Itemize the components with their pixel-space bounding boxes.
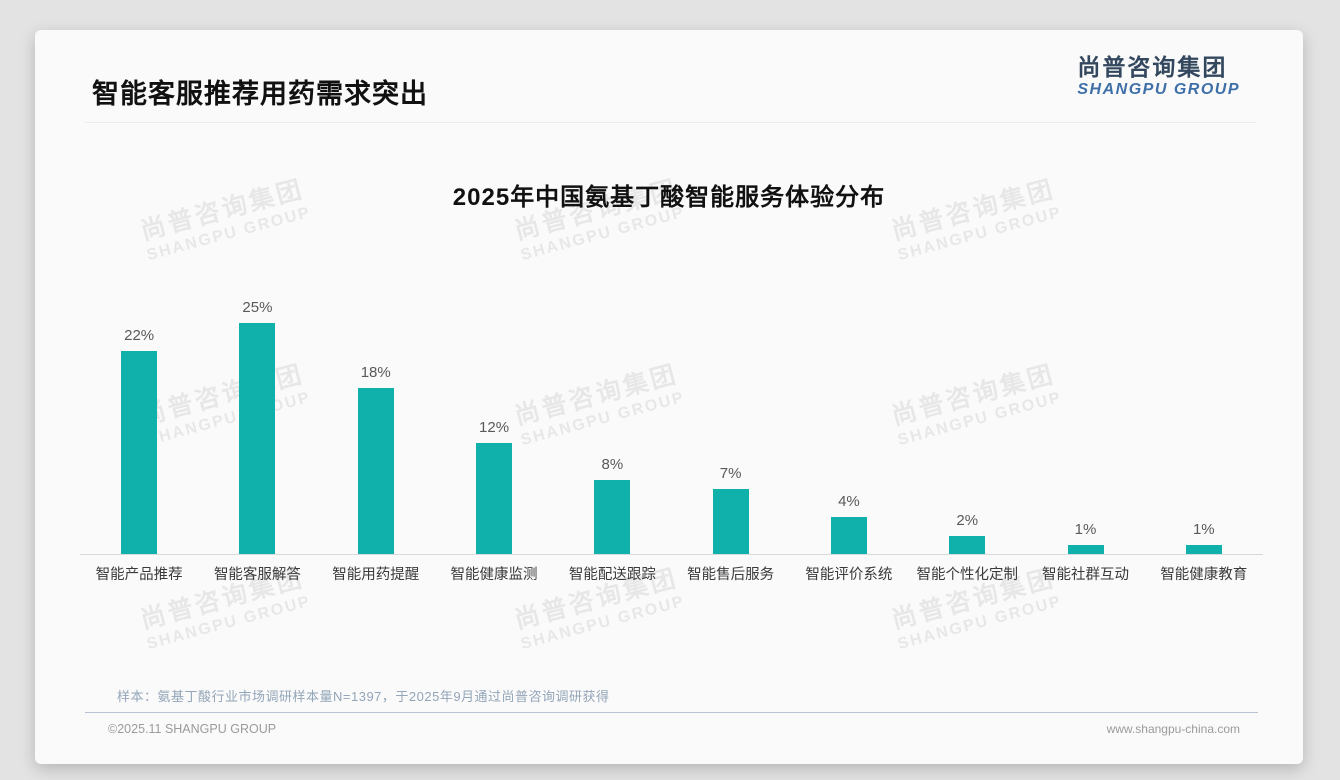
header-divider bbox=[85, 122, 1257, 123]
page-title: 智能客服推荐用药需求突出 bbox=[92, 79, 428, 109]
bar-cell: 4% bbox=[790, 270, 908, 554]
bar bbox=[357, 388, 394, 554]
company-logo: 尚普咨询集团 SHANGPU GROUP bbox=[1077, 54, 1240, 100]
bar bbox=[476, 443, 513, 554]
bar-value-label: 18% bbox=[360, 364, 391, 381]
bar bbox=[830, 517, 867, 554]
category-label: 智能健康教育 bbox=[1160, 567, 1248, 583]
bar-cell: 8% bbox=[553, 270, 671, 554]
logo-english-text: SHANGPU GROUP bbox=[1077, 81, 1240, 99]
bar bbox=[121, 351, 158, 554]
bar-value-label: 8% bbox=[601, 456, 624, 473]
bar-value-label: 25% bbox=[242, 299, 273, 316]
bar-cell: 7% bbox=[671, 270, 789, 554]
bar-chart-plot-area: 22% 25% 18% 12% 8% 7% 4% 2% 1% 1% bbox=[80, 270, 1263, 555]
bar-value-label: 12% bbox=[479, 419, 510, 436]
category-label: 智能用药提醒 bbox=[332, 567, 420, 583]
bar bbox=[712, 489, 749, 554]
chart-title: 2025年中国氨基丁酸智能服务体验分布 bbox=[452, 184, 886, 211]
bar-value-label: 1% bbox=[1192, 521, 1215, 538]
bar-value-label: 4% bbox=[838, 493, 860, 510]
bar-cell: 2% bbox=[908, 270, 1026, 554]
slide-card: 尚普咨询集团 SHANGPU GROUP 尚普咨询集团 SHANGPU GROUP 尚普… bbox=[35, 30, 1303, 764]
watermark-english-text: SHANGPU GROUP bbox=[518, 592, 687, 654]
copyright-text: ©2025.11 SHANGPU GROUP bbox=[108, 722, 277, 736]
category-label: 智能产品推荐 bbox=[95, 567, 183, 583]
bar-value-label: 7% bbox=[719, 465, 742, 482]
category-label: 智能评价系统 bbox=[805, 567, 893, 583]
bar bbox=[1185, 545, 1222, 554]
category-axis: 智能产品推荐 智能客服解答 智能用药提醒 智能健康监测 智能配送跟踪 智能售后服务 智能评价… bbox=[80, 563, 1263, 584]
category-label: 智能客服解答 bbox=[213, 567, 301, 583]
bar-value-label: 22% bbox=[124, 327, 155, 344]
category-label: 智能健康监测 bbox=[450, 567, 538, 583]
website-url: www.shangpu-china.com bbox=[1106, 722, 1240, 736]
category-label: 智能配送跟踪 bbox=[568, 567, 656, 583]
bar-cell: 1% bbox=[1026, 270, 1144, 554]
footer-divider bbox=[85, 712, 1258, 713]
bar-cell: 1% bbox=[1145, 270, 1263, 554]
bar bbox=[949, 536, 986, 554]
bar-value-label: 2% bbox=[956, 512, 979, 529]
bar-value-label: 1% bbox=[1074, 521, 1097, 538]
bar-cell: 25% bbox=[198, 270, 316, 554]
category-label: 智能售后服务 bbox=[687, 567, 775, 583]
bar-cell: 12% bbox=[435, 270, 553, 554]
bar-cell: 22% bbox=[80, 270, 198, 554]
bar bbox=[1067, 545, 1104, 554]
sample-note: 样本：氨基丁酸行业市场调研样本量N=1397，于2025年9月通过尚普咨询调研获… bbox=[117, 689, 610, 704]
bar-cell: 18% bbox=[317, 270, 435, 554]
logo-chinese-text: 尚普咨询集团 bbox=[1077, 54, 1228, 80]
category-label: 智能个性化定制 bbox=[916, 567, 1018, 583]
bar bbox=[594, 480, 631, 554]
watermark-english-text: SHANGPU GROUP bbox=[144, 592, 313, 654]
watermark-english-text: SHANGPU GROUP bbox=[895, 592, 1064, 654]
category-label: 智能社群互动 bbox=[1042, 567, 1130, 583]
bar bbox=[239, 323, 276, 554]
